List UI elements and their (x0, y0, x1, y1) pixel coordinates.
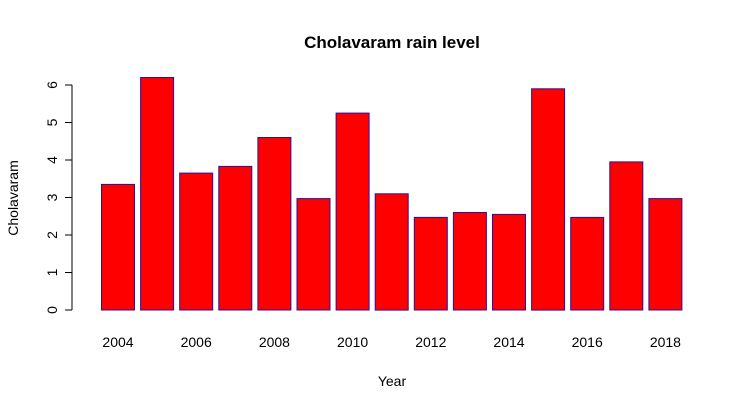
y-tick-label-4: 4 (44, 156, 60, 164)
bar-2004 (101, 183, 135, 311)
bar-2017 (609, 161, 644, 311)
x-tick-label-2016: 2016 (572, 334, 603, 350)
y-tick-label-0: 0 (44, 306, 60, 314)
y-axis: 0 1 2 3 4 5 6 (44, 81, 73, 314)
x-tick-label-2012: 2012 (415, 334, 446, 350)
chart-title: Cholavaram rain level (304, 33, 480, 52)
bars-group (101, 77, 683, 311)
y-tick-label-2: 2 (44, 231, 60, 239)
y-axis-label: Cholavaram (5, 160, 21, 235)
y-tick-label-6: 6 (44, 81, 60, 89)
bar-2012 (413, 216, 448, 311)
x-tick-label-2014: 2014 (493, 334, 524, 350)
x-tick-label-2006: 2006 (181, 334, 212, 350)
bar-2016 (570, 216, 605, 311)
x-tick-label-2004: 2004 (102, 334, 133, 350)
bar-2008 (257, 137, 292, 311)
y-tick-label-3: 3 (44, 193, 60, 201)
bar-2013 (452, 212, 487, 311)
x-tick-label-2008: 2008 (259, 334, 290, 350)
bar-2011 (374, 193, 409, 311)
bar-2018 (648, 198, 683, 311)
bar-2015 (531, 88, 566, 311)
y-tick-label-5: 5 (44, 118, 60, 126)
x-axis-label: Year (378, 373, 407, 389)
bar-2006 (179, 172, 214, 311)
x-axis: 2004 2006 2008 2010 2012 2014 2016 2018 (102, 334, 681, 350)
bar-2005 (140, 77, 175, 311)
x-tick-label-2018: 2018 (650, 334, 681, 350)
y-tick-label-1: 1 (44, 268, 60, 276)
bar-2010 (335, 112, 370, 311)
bar-2007 (218, 165, 253, 311)
bar-2014 (492, 213, 526, 311)
x-tick-label-2010: 2010 (337, 334, 368, 350)
bar-2009 (296, 198, 331, 311)
